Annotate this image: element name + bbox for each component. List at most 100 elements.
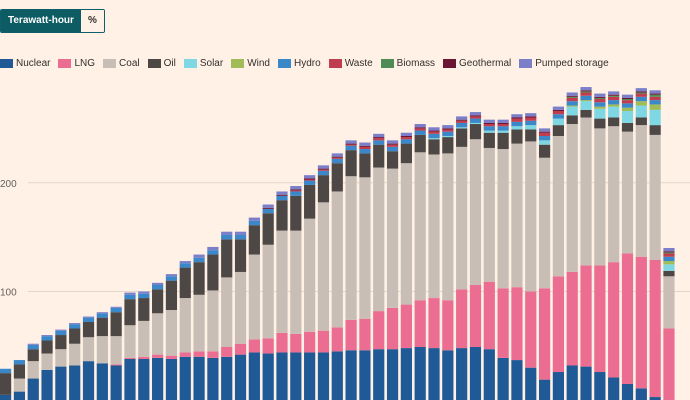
bar-segment-coal <box>594 128 606 266</box>
legend-item-geothermal: Geothermal <box>443 58 511 69</box>
bar-segment-hydro <box>193 257 205 263</box>
bar-segment-biomass <box>663 252 675 254</box>
bar-segment-oil <box>538 144 551 158</box>
bar-stack <box>428 127 440 400</box>
bar-segment-waste <box>552 110 564 115</box>
legend-item-lng: LNG <box>58 58 95 69</box>
bar-segment-oil <box>552 125 564 136</box>
bar-segment-nuclear <box>566 365 578 400</box>
bar-segment-coal <box>262 244 274 339</box>
bar-segment-pumped-storage <box>621 94 634 98</box>
bar-segment-nuclear <box>0 394 12 400</box>
bar-segment-geothermal <box>511 117 523 119</box>
bar-segment-solar <box>428 138 440 140</box>
bar-segment-oil <box>82 321 95 338</box>
bar-segment-biomass <box>594 97 606 100</box>
bar-segment-wind <box>663 261 675 265</box>
bar-segment-coal <box>290 230 302 334</box>
bar-segment-hydro <box>414 130 426 135</box>
bar-segment-pumped-storage <box>511 114 523 118</box>
bar-segment-oil <box>69 328 81 344</box>
bar-stack <box>124 292 136 400</box>
bar-segment-geothermal <box>525 116 537 118</box>
bar-segment-oil <box>193 262 205 295</box>
bar-segment-nuclear <box>13 391 26 400</box>
bar-segment-oil <box>221 239 233 278</box>
bar-stack <box>138 291 150 400</box>
bar-segment-waste <box>400 137 412 140</box>
legend-swatch <box>147 58 161 68</box>
bar-segment-nuclear <box>359 350 371 400</box>
bar-segment-nuclear <box>497 357 509 400</box>
legend-label: Coal <box>119 57 140 69</box>
bar-segment-pumped-storage <box>69 323 81 325</box>
bar-segment-coal <box>538 157 551 289</box>
bar-segment-lng <box>276 332 288 353</box>
bar-segment-oil <box>262 213 274 245</box>
legend-swatch <box>519 58 533 68</box>
bar-segment-biomass <box>649 94 661 97</box>
legend-label: Pumped storage <box>535 57 609 69</box>
legend-label: Wind <box>247 57 270 69</box>
bar-segment-lng <box>483 281 495 350</box>
bar-segment-hydro <box>649 100 661 105</box>
bar-segment-pumped-storage <box>552 106 564 110</box>
bar-segment-coal <box>663 276 675 329</box>
unit-toggle[interactable]: Terawatt-hour % <box>0 9 105 33</box>
bar-stack <box>649 90 661 400</box>
bar-segment-hydro <box>69 324 81 329</box>
bar-segment-pumped-storage <box>276 191 288 195</box>
bar-stack <box>497 119 509 400</box>
terawatt-hour-toggle-button[interactable]: Terawatt-hour <box>1 10 81 32</box>
bar-segment-coal <box>152 313 164 355</box>
bar-segment-waste <box>304 179 316 181</box>
bar-segment-biomass <box>608 95 620 97</box>
bar-segment-lng <box>594 265 606 373</box>
bar-segment-geothermal <box>331 156 343 158</box>
bar-segment-coal <box>400 163 412 305</box>
bar-segment-hydro <box>428 133 440 139</box>
bar-segment-nuclear <box>552 372 564 400</box>
bar-segment-hydro <box>552 114 564 119</box>
bar-segment-coal <box>621 131 634 254</box>
bar-segment-oil <box>386 151 399 169</box>
bar-stack <box>663 248 675 400</box>
bar-segment-oil <box>124 299 136 326</box>
bar-segment-oil <box>400 143 412 164</box>
bar-segment-biomass <box>566 96 578 98</box>
legend-item-waste: Waste <box>328 58 373 69</box>
bar-segment-lng <box>621 253 634 384</box>
bar-segment-oil <box>317 175 330 203</box>
bar-stack <box>538 128 551 400</box>
bar-segment-pumped-storage <box>82 316 95 318</box>
legend-swatch <box>328 58 342 68</box>
bar-segment-nuclear <box>442 350 454 400</box>
bar-segment-pumped-storage <box>345 140 357 144</box>
bar-segment-pumped-storage <box>442 125 454 129</box>
bar-segment-waste <box>538 132 551 136</box>
bar-segment-waste <box>511 118 523 122</box>
bar-segment-geothermal <box>428 130 440 132</box>
bar-segment-oil <box>331 163 343 192</box>
bar-segment-geothermal <box>442 128 454 130</box>
bar-segment-coal <box>373 167 385 312</box>
bar-segment-nuclear <box>456 348 468 400</box>
legend-swatch <box>183 58 197 68</box>
bar-stack <box>635 88 647 400</box>
bar-segment-waste <box>580 92 592 96</box>
bar-segment-nuclear <box>179 356 191 400</box>
bar-segment-pumped-storage <box>580 87 592 91</box>
bar-segment-oil <box>608 117 620 127</box>
bar-segment-lng <box>331 327 343 352</box>
bar-stack <box>290 186 302 400</box>
bar-segment-lng <box>234 343 247 355</box>
percent-toggle-button[interactable]: % <box>80 10 104 32</box>
bar-segment-waste <box>483 124 495 127</box>
bar-segment-oil <box>13 364 26 379</box>
bar-segment-hydro <box>221 234 233 240</box>
bar-segment-hydro <box>400 139 412 144</box>
bar-segment-pumped-storage <box>152 282 164 286</box>
bar-segment-coal <box>276 230 288 333</box>
bar-segment-pumped-storage <box>165 274 178 277</box>
bar-segment-wind <box>566 105 578 107</box>
